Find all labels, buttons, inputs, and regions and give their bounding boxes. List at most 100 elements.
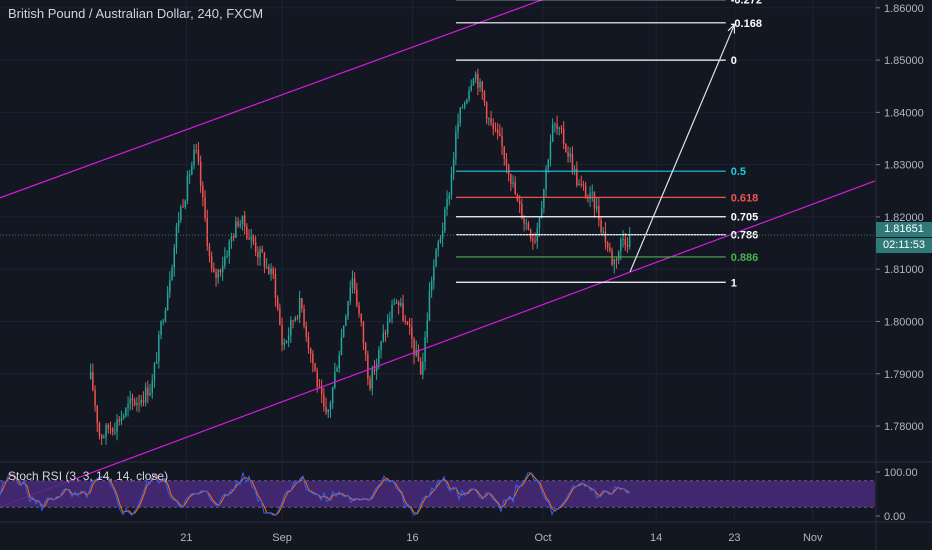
candle-body [254,242,257,252]
candle-body [199,161,202,186]
candle-body [188,174,191,176]
candle-body [232,236,235,238]
candle-body [274,273,277,298]
projection-arrow-line [629,24,736,273]
candle-body [615,259,618,261]
candle-body [565,144,567,152]
price-tick-label: 1.81000 [884,264,924,276]
candle-body [587,197,589,199]
time-tick-label: 21 [180,532,192,544]
candle-body [303,308,305,327]
fib-level-label: 0.618 [731,192,759,204]
candle-body [582,184,585,186]
candle-body [507,165,510,175]
candle-body [419,361,422,375]
candle-body [591,191,593,193]
candle-body [155,361,158,364]
candle-body [347,301,349,317]
stoch-rsi-band [0,480,875,508]
candle-body [89,372,92,379]
candle-body [191,165,193,175]
candle-body [246,226,248,239]
candle-body [620,239,622,252]
candle-body [92,372,94,391]
candle-body [439,238,442,242]
candle-body [395,302,398,304]
candle-body [479,81,481,88]
candle-body [96,405,98,424]
candle-body [413,339,415,356]
candle-body [494,128,497,130]
candle-body [378,349,380,364]
candle-body [402,303,404,321]
candle-body [147,387,149,396]
candle-body [448,194,450,200]
candle-body [499,133,501,137]
candle-body [426,320,428,338]
candle-body [180,206,182,221]
candle-body [151,380,153,394]
candle-body [514,182,516,195]
candle-body [153,363,156,381]
time-tick-label: Sep [272,532,292,544]
stoch-tick-label: 0.00 [884,511,905,523]
candle-body [294,317,296,321]
candle-body [114,431,116,433]
candle-body [171,267,173,281]
candle-body [353,278,356,290]
candle-body [523,218,525,224]
candle-body [430,280,433,292]
fib-level-label: 0.705 [731,212,759,224]
candles-group [89,68,631,446]
candle-body [534,240,536,242]
candle-body [496,129,499,134]
candle-body [600,219,602,233]
candle-body [268,266,270,274]
price-tick-label: 1.86000 [884,3,924,15]
candle-body [459,107,461,123]
candle-body [492,123,494,129]
candle-body [160,321,162,336]
candle-body [470,85,472,91]
candle-body [314,363,316,372]
candle-body [166,292,169,311]
candle-body [488,118,490,120]
time-tick-label: 14 [650,532,662,544]
candle-body [215,272,217,278]
candle-body [149,393,151,396]
candle-body [371,369,373,389]
candle-body [243,215,246,227]
candle-body [118,419,120,422]
candle-body [219,269,222,273]
candle-body [433,266,435,281]
candle-body [472,78,475,86]
candle-body [323,394,325,407]
candle-body [204,197,206,219]
candle-body [503,146,505,159]
candle-body [415,349,417,356]
candle-body [107,424,109,429]
stoch-rsi-title: Stoch RSI (3, 3, 14, 14, close) [8,469,169,483]
candle-body [595,206,598,209]
candle-body [259,249,261,258]
candle-body [613,259,615,265]
candle-body [345,316,347,326]
candle-body [367,354,369,379]
candle-body [100,434,103,439]
candle-body [98,423,101,435]
candle-body [547,159,549,169]
candle-body [338,354,340,369]
candle-body [120,418,123,422]
candle-body [404,320,406,322]
candle-body [327,409,329,413]
candle-body [358,305,360,314]
fib-level-label: 0.786 [731,230,759,242]
candle-body [380,341,382,350]
candle-body [510,174,512,184]
candle-body [628,235,631,247]
candle-body [129,398,131,404]
candle-body [382,332,384,342]
candle-body [444,209,446,231]
candle-body [452,159,455,174]
